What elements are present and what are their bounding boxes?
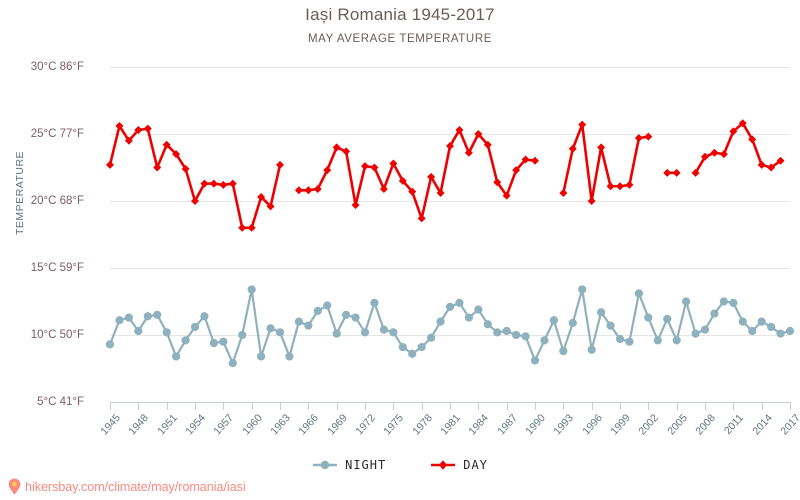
gridline [110,268,790,269]
legend-item-night[interactable]: NIGHT [312,458,386,472]
x-axis-tick-label: 1987 [495,412,520,438]
x-axis-tick-label: 2008 [693,412,718,438]
x-axis-tick [251,402,253,410]
x-axis-tick-label: 1969 [325,412,350,438]
x-axis-tick-label: 1963 [268,412,293,438]
gridline [110,335,790,336]
x-axis-tick-label: 1945 [98,412,123,438]
x-axis-tick [535,402,536,410]
x-axis-tick [365,402,366,410]
x-axis-tick-label: 1948 [126,412,152,438]
source-url: hikersbay.com/climate/may/romania/iasi [25,479,246,494]
y-axis-tick-label: 30°C 86°F [30,61,84,73]
x-axis-tick [705,402,706,410]
x-axis-tick [393,402,395,410]
gridline [110,67,790,68]
x-axis-tick-label: 1996 [580,412,605,438]
x-axis-tick-label: 1993 [551,412,577,438]
x-axis-tick [223,402,225,410]
y-axis-tick-label: 5°C 41°F [37,396,84,408]
source-footer[interactable]: hikersbay.com/climate/may/romania/iasi [8,478,246,495]
y-axis-tick-label: 15°C 59°F [30,262,84,274]
y-axis-title: TEMPERATURE [14,150,26,235]
chart-subtitle: MAY AVERAGE TEMPERATURE [308,33,492,45]
x-axis-tick-label: 2002 [636,412,662,438]
legend-label-night: NIGHT [345,458,387,472]
chart-legend: NIGHT DAY [0,458,800,472]
night-legend-marker-icon [313,460,338,470]
day-legend-marker-icon [431,460,456,470]
x-axis-tick [138,402,140,410]
x-axis-tick [506,402,508,410]
legend-item-day[interactable]: DAY [430,458,488,472]
plot-area: 30°C 86°F 25°C 77°F 20°C 68°F 15°C 59°F 10°C… [14,61,790,408]
x-axis-tick-label: 2017 [778,412,800,438]
x-axis-tick-label: 1954 [183,412,208,438]
x-axis-tick [790,402,791,410]
gridline [110,134,790,135]
x-axis-tick [450,402,451,410]
x-axis-tick [761,402,763,410]
x-axis-tick-label: 1978 [410,412,435,438]
x-axis-tick-label: 1984 [466,412,492,438]
y-axis-tick-label: 25°C 77°F [30,128,84,140]
x-axis-tick-label: 2014 [750,412,775,438]
x-axis-tick [308,402,310,410]
x-axis-tick-label: 2005 [665,412,690,438]
x-axis-tick [280,402,281,410]
x-axis-tick [478,402,480,410]
x-axis-tick [336,402,338,410]
x-axis-tick [648,402,650,410]
x-axis-tick-label: 1966 [296,412,322,438]
location-pin-icon [8,478,21,495]
x-axis-tick [733,402,735,410]
x-axis-tick-label: 2011 [722,412,747,437]
x-axis-tick-label: 1990 [523,412,548,438]
legend-label-day: DAY [463,458,488,472]
x-axis-tick-label: 1972 [353,412,378,438]
x-axis-tick-label: 1975 [381,412,407,438]
x-axis-tick-label: 1951 [155,412,180,438]
y-axis-tick-label: 20°C 68°F [30,195,84,207]
y-axis-tick-label: 10°C 50°F [30,329,84,341]
x-axis-tick [676,402,678,410]
x-axis-tick [421,402,423,410]
x-axis-tick [110,402,111,410]
x-axis-tick-label: 1960 [240,412,265,438]
x-axis-tick [620,402,621,410]
gridline [110,201,790,202]
x-axis-tick [166,402,168,410]
x-axis-tick [195,402,196,410]
x-axis-tick [563,402,565,410]
x-axis-tick-label: 1957 [211,412,237,438]
x-axis-tick-label: 1999 [608,412,633,438]
chart-title: Iași Romania 1945-2017 [305,5,495,24]
x-axis-tick [591,402,593,410]
x-axis-tick-label: 1981 [438,412,463,438]
